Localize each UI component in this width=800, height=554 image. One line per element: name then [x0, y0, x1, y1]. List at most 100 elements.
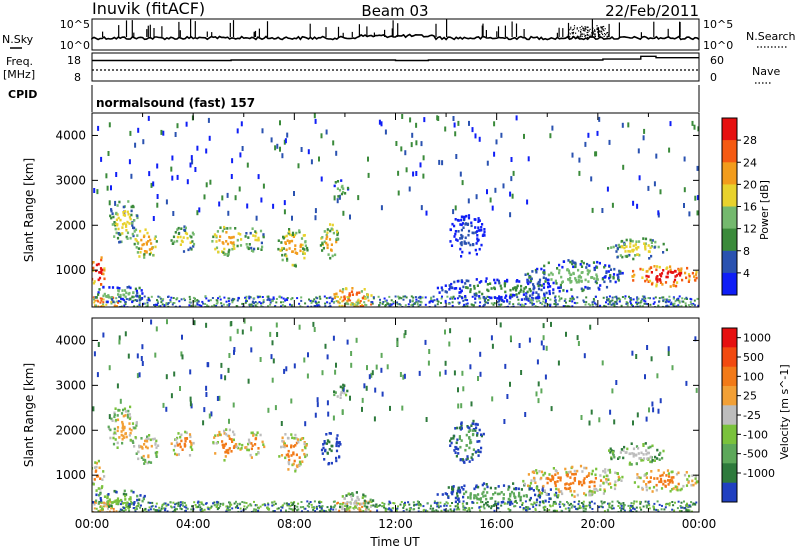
range-cell — [680, 269, 683, 272]
range-cell — [359, 305, 362, 307]
range-cell — [570, 280, 573, 283]
nsearch-point — [590, 34, 592, 36]
range-cell — [696, 195, 699, 201]
range-cell — [243, 505, 246, 508]
range-cell — [223, 459, 226, 462]
range-cell — [300, 437, 303, 440]
range-cell — [500, 491, 503, 494]
range-cell — [120, 305, 123, 307]
range-cell — [572, 297, 575, 300]
range-cell — [355, 491, 358, 494]
range-cell — [205, 182, 208, 188]
range-cell — [151, 246, 154, 250]
range-cell — [125, 229, 128, 232]
range-cell — [636, 303, 639, 305]
range-cell — [259, 357, 262, 362]
range-cell — [614, 480, 617, 483]
range-cell — [622, 502, 625, 504]
range-cell — [635, 445, 639, 448]
range-cell — [536, 282, 539, 286]
range-cell — [475, 422, 478, 426]
range-cell — [116, 499, 119, 502]
range-cell — [237, 232, 240, 235]
range-cell — [288, 233, 291, 236]
range-cell — [475, 194, 478, 200]
range-cell — [575, 281, 578, 284]
range-cell — [156, 163, 159, 169]
range-cell — [537, 281, 540, 284]
range-cell — [173, 508, 176, 511]
range-cell — [116, 418, 120, 422]
range-cell — [559, 286, 562, 289]
range-cell — [502, 493, 505, 496]
range-cell — [686, 502, 688, 505]
range-cell — [687, 280, 690, 283]
colorbar-tick-label: 100 — [743, 370, 764, 383]
range-cell — [326, 231, 329, 234]
range-cell — [228, 437, 231, 440]
range-cell — [599, 488, 602, 491]
range-cell — [149, 238, 152, 242]
range-cell — [116, 414, 119, 417]
range-cell — [327, 439, 330, 443]
range-cell — [415, 298, 418, 301]
range-cell — [337, 501, 339, 504]
range-cell — [582, 505, 585, 508]
range-cell — [315, 303, 318, 306]
range-cell — [198, 207, 201, 213]
range-cell — [530, 479, 533, 482]
nsearch-point — [588, 36, 591, 38]
range-cell — [306, 305, 309, 307]
range-cell — [233, 349, 235, 355]
range-cell — [571, 472, 574, 476]
range-cell — [662, 449, 665, 453]
range-cell — [617, 275, 620, 278]
range-cell — [480, 226, 483, 229]
range-cell — [232, 438, 235, 442]
range-cell — [454, 297, 456, 300]
range-cell — [174, 503, 177, 506]
range-cell — [444, 329, 446, 335]
range-cell — [658, 297, 661, 300]
range-cell — [560, 490, 563, 493]
range-cell — [553, 303, 556, 305]
range-cell — [357, 298, 360, 301]
nsearch-point — [604, 28, 606, 30]
range-cell — [572, 473, 575, 476]
range-cell — [138, 286, 141, 290]
range-cell — [624, 295, 627, 298]
range-cell — [127, 200, 130, 203]
range-cell — [635, 506, 638, 509]
range-cell — [247, 438, 251, 442]
range-cell — [588, 501, 591, 504]
range-cell — [302, 250, 305, 254]
range-cell — [460, 486, 463, 489]
range-cell — [246, 245, 249, 249]
range-cell — [373, 416, 376, 422]
range-cell — [538, 470, 541, 473]
range-cell — [695, 501, 698, 504]
range-cell — [526, 297, 530, 301]
range-cell — [343, 384, 346, 387]
range-cell — [657, 210, 660, 216]
range-cell — [469, 510, 472, 512]
range-cell — [631, 249, 634, 253]
range-cell — [343, 497, 346, 500]
range-cell — [660, 272, 664, 275]
range-cell — [560, 275, 563, 279]
range-cell — [93, 503, 96, 506]
range-cell — [617, 475, 620, 479]
range-cell — [344, 505, 347, 508]
range-cell — [190, 441, 193, 445]
range-cell — [140, 238, 143, 242]
range-cell — [569, 470, 572, 474]
nsearch-point — [572, 32, 574, 35]
range-cell — [657, 245, 660, 249]
range-cell — [642, 457, 646, 460]
range-cell — [295, 453, 298, 457]
range-cell — [482, 495, 485, 498]
range-cell — [253, 500, 255, 503]
range-cell — [151, 501, 154, 504]
range-cell — [380, 205, 383, 211]
range-cell — [453, 287, 456, 290]
